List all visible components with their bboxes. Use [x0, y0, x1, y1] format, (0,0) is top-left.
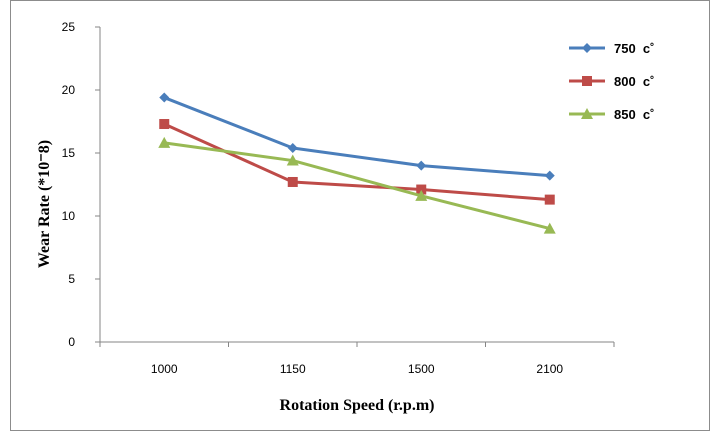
x-tick-label: 1150: [280, 362, 306, 376]
legend-item: 800 c˚: [569, 74, 654, 89]
data-point: [287, 176, 298, 187]
x-tick-label: 2100: [536, 362, 563, 376]
y-tick-label: 0: [68, 335, 75, 349]
data-point: [287, 142, 298, 153]
data-point: [159, 119, 170, 130]
series-line: [163, 96, 550, 178]
y-axis: 0 5 10 15 20 25: [62, 20, 101, 349]
y-tick-label: 20: [62, 83, 76, 97]
data-point: [415, 189, 428, 201]
chart-border: [10, 0, 710, 431]
series-layer: [158, 92, 556, 234]
x-axis: 1000 1150 1500 2100: [99, 341, 615, 376]
legend-item: 750 c˚: [569, 41, 654, 56]
legend-label: 850 c˚: [614, 107, 654, 122]
y-tick-label: 15: [62, 146, 76, 160]
legend-item: 850 c˚: [569, 107, 654, 122]
data-point: [159, 92, 170, 103]
x-tick-label: 1500: [408, 362, 435, 376]
legend-marker: [581, 108, 593, 119]
data-point: [544, 194, 555, 205]
legend-marker: [582, 43, 592, 53]
data-point: [286, 154, 299, 166]
y-axis-title: Wear Rate (*10⁻8): [36, 140, 53, 268]
y-tick-label: 25: [62, 20, 76, 34]
data-point: [416, 184, 427, 195]
x-axis-title: Rotation Speed (r.p.m): [280, 397, 435, 414]
legend-label: 800 c˚: [614, 74, 654, 89]
x-tick-label: 1000: [151, 362, 178, 376]
y-tick-label: 10: [62, 209, 76, 223]
series-line: [164, 141, 551, 231]
y-tick-label: 5: [68, 272, 75, 286]
legend: 750 c˚ 800 c˚ 850 c˚: [569, 41, 654, 122]
data-point: [544, 170, 555, 181]
series-0: [159, 92, 555, 181]
data-point: [158, 136, 171, 148]
series-2: [158, 136, 556, 234]
legend-label: 750 c˚: [614, 41, 654, 56]
legend-marker: [582, 76, 592, 86]
data-point: [543, 222, 556, 234]
data-point: [416, 160, 427, 171]
